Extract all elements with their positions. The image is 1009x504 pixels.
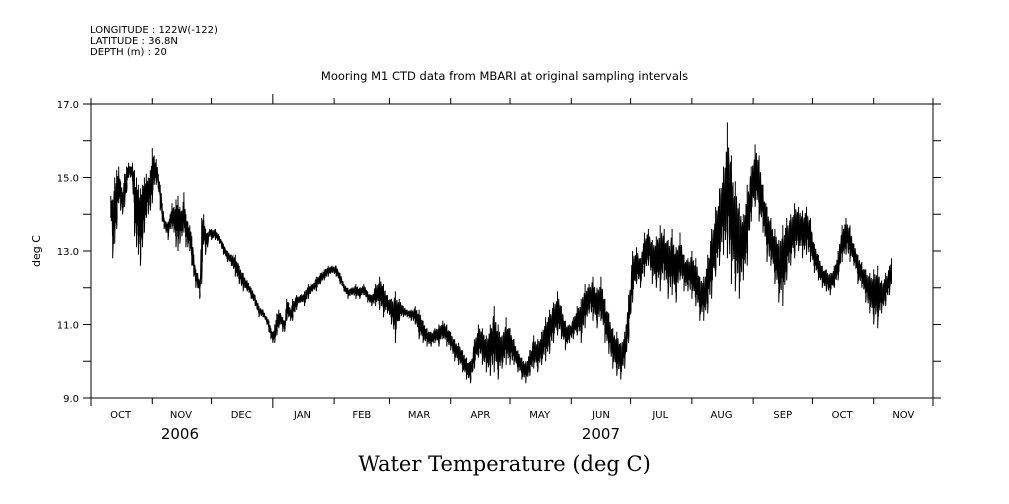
x-tick-label: OCT	[832, 410, 854, 421]
series-line-water-temperature	[110, 122, 892, 384]
x-year-label: 2006	[161, 425, 199, 443]
x-tick-label: FEB	[352, 410, 371, 421]
latitude-label: LATITUDE : 36.8N	[90, 36, 178, 47]
x-tick-label: JUL	[651, 410, 668, 421]
x-tick-label: NOV	[170, 410, 192, 421]
x-tick-label: DEC	[231, 410, 252, 421]
series-water-temperature	[110, 122, 892, 384]
x-tick-label: MAR	[408, 410, 430, 421]
y-axis: 9.0 11.0 13.0 15.0 17.0	[57, 100, 941, 405]
chart-title: Mooring M1 CTD data from MBARI at origin…	[320, 69, 689, 83]
depth-label: DEPTH (m) : 20	[90, 47, 167, 58]
x-tick-label: AUG	[711, 410, 733, 421]
y-tick-label: 11.0	[57, 321, 79, 332]
x-tick-label: OCT	[110, 410, 132, 421]
x-axis-title: Water Temperature (deg C)	[358, 452, 651, 476]
x-tick-label: JAN	[293, 410, 311, 421]
longitude-label: LONGITUDE : 122W(-122)	[90, 25, 218, 36]
x-axis: OCT NOV DEC JAN FEB MAR APR MAY JUN JUL AUG SEP OCT N…	[90, 94, 934, 443]
y-tick-label: 9.0	[63, 394, 79, 405]
x-tick-label: APR	[470, 410, 490, 421]
x-tick-label: SEP	[773, 410, 792, 421]
y-tick-label: 13.0	[57, 247, 79, 258]
x-tick-label: MAY	[529, 410, 551, 421]
y-tick-label: 15.0	[57, 174, 79, 185]
y-tick-label: 17.0	[57, 100, 79, 111]
y-axis-label: deg C	[30, 235, 43, 267]
x-tick-label: NOV	[892, 410, 914, 421]
x-tick-label: JUN	[591, 410, 610, 421]
x-year-label: 2007	[582, 425, 620, 443]
